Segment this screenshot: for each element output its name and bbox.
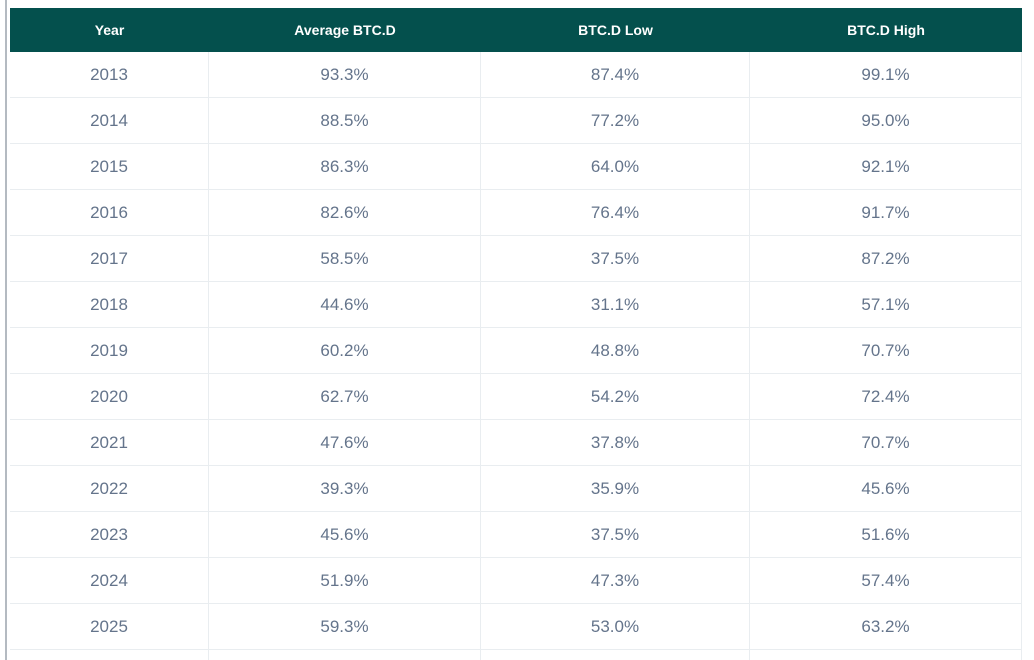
table-row-partial [10, 650, 1022, 660]
value-cell: 87.4% [481, 52, 750, 97]
value-cell: 47.3% [481, 558, 750, 603]
table-row: 2018 44.6% 31.1% 57.1% [10, 282, 1022, 328]
value-cell: 63.2% [750, 604, 1022, 649]
value-cell: 57.1% [750, 282, 1022, 327]
value-cell: 70.7% [750, 328, 1022, 373]
year-cell: 2021 [10, 420, 209, 465]
year-cell: 2014 [10, 98, 209, 143]
value-cell: 44.6% [209, 282, 481, 327]
year-cell: 2017 [10, 236, 209, 281]
table-row: 2015 86.3% 64.0% 92.1% [10, 144, 1022, 190]
table-row: 2020 62.7% 54.2% 72.4% [10, 374, 1022, 420]
value-cell: 37.5% [481, 512, 750, 557]
value-cell: 87.2% [750, 236, 1022, 281]
value-cell: 37.8% [481, 420, 750, 465]
table-header-row: Year Average BTC.D BTC.D Low BTC.D High [10, 8, 1022, 52]
value-cell: 77.2% [481, 98, 750, 143]
year-cell: 2024 [10, 558, 209, 603]
year-cell: 2020 [10, 374, 209, 419]
table-row: 2021 47.6% 37.8% 70.7% [10, 420, 1022, 466]
value-cell: 86.3% [209, 144, 481, 189]
value-cell: 64.0% [481, 144, 750, 189]
table-row: 2019 60.2% 48.8% 70.7% [10, 328, 1022, 374]
column-header-btcd-low: BTC.D Low [578, 22, 653, 38]
value-cell: 51.9% [209, 558, 481, 603]
year-cell: 2018 [10, 282, 209, 327]
page-edge-line [5, 0, 7, 660]
table-row: 2022 39.3% 35.9% 45.6% [10, 466, 1022, 512]
value-cell: 99.1% [750, 52, 1022, 97]
table-row: 2023 45.6% 37.5% 51.6% [10, 512, 1022, 558]
empty-cell [209, 650, 481, 660]
empty-cell [10, 650, 209, 660]
value-cell: 37.5% [481, 236, 750, 281]
column-header-year: Year [94, 22, 125, 38]
table-row: 2017 58.5% 37.5% 87.2% [10, 236, 1022, 282]
value-cell: 48.8% [481, 328, 750, 373]
value-cell: 58.5% [209, 236, 481, 281]
value-cell: 60.2% [209, 328, 481, 373]
value-cell: 57.4% [750, 558, 1022, 603]
table-row: 2014 88.5% 77.2% 95.0% [10, 98, 1022, 144]
value-cell: 92.1% [750, 144, 1022, 189]
table-row: 2013 93.3% 87.4% 99.1% [10, 52, 1022, 98]
empty-cell [481, 650, 750, 660]
value-cell: 54.2% [481, 374, 750, 419]
value-cell: 62.7% [209, 374, 481, 419]
year-cell: 2016 [10, 190, 209, 235]
year-cell: 2025 [10, 604, 209, 649]
value-cell: 35.9% [481, 466, 750, 511]
value-cell: 72.4% [750, 374, 1022, 419]
value-cell: 82.6% [209, 190, 481, 235]
table-row: 2025 59.3% 53.0% 63.2% [10, 604, 1022, 650]
year-cell: 2019 [10, 328, 209, 373]
table-body: 2013 93.3% 87.4% 99.1% 2014 88.5% 77.2% 95.0% 20… [10, 52, 1022, 650]
value-cell: 45.6% [209, 512, 481, 557]
column-header-average-btcd: Average BTC.D [294, 22, 396, 38]
value-cell: 45.6% [750, 466, 1022, 511]
value-cell: 59.3% [209, 604, 481, 649]
table-row: 2024 51.9% 47.3% 57.4% [10, 558, 1022, 604]
value-cell: 47.6% [209, 420, 481, 465]
column-header-btcd-high: BTC.D High [847, 22, 925, 38]
value-cell: 76.4% [481, 190, 750, 235]
value-cell: 88.5% [209, 98, 481, 143]
value-cell: 95.0% [750, 98, 1022, 143]
value-cell: 93.3% [209, 52, 481, 97]
btc-dominance-table: Year Average BTC.D BTC.D Low BTC.D High … [10, 8, 1022, 660]
table-row: 2016 82.6% 76.4% 91.7% [10, 190, 1022, 236]
value-cell: 39.3% [209, 466, 481, 511]
value-cell: 51.6% [750, 512, 1022, 557]
value-cell: 70.7% [750, 420, 1022, 465]
year-cell: 2023 [10, 512, 209, 557]
value-cell: 91.7% [750, 190, 1022, 235]
year-cell: 2022 [10, 466, 209, 511]
year-cell: 2015 [10, 144, 209, 189]
empty-cell [750, 650, 1022, 660]
value-cell: 53.0% [481, 604, 750, 649]
year-cell: 2013 [10, 52, 209, 97]
value-cell: 31.1% [481, 282, 750, 327]
